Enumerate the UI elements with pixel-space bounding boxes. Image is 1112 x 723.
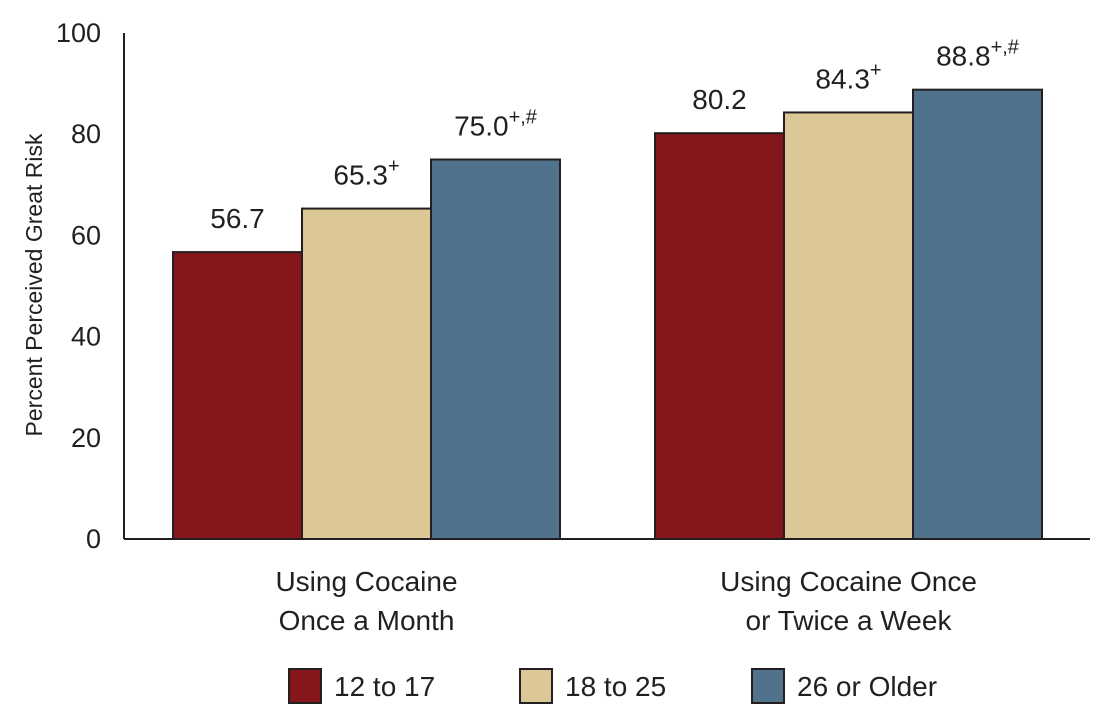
bar-value-label: 88.8+,# <box>936 37 1020 72</box>
legend-label: 26 or Older <box>797 671 937 702</box>
category-label: or Twice a Week <box>746 605 953 636</box>
y-tick-label: 20 <box>71 423 101 453</box>
y-tick-label: 0 <box>86 524 101 554</box>
category-label: Using Cocaine <box>275 566 457 597</box>
bar <box>172 251 303 541</box>
bar <box>301 207 432 540</box>
legend-label: 12 to 17 <box>334 671 435 702</box>
legend-label: 18 to 25 <box>565 671 666 702</box>
y-tick-label: 80 <box>71 119 101 149</box>
category-label: Once a Month <box>279 605 455 636</box>
category-label: Using Cocaine Once <box>720 566 977 597</box>
value-labels: 56.7 80.2 65.3+ 84.3+ 75.0+,# 88.8+,# <box>210 37 1020 234</box>
legend-swatch <box>751 668 785 704</box>
bar-value-label: 75.0+,# <box>454 107 538 142</box>
legend: 12 to 17 18 to 25 26 or Older <box>288 668 937 704</box>
bar-value-label: 56.7 <box>210 203 265 234</box>
bar <box>430 158 561 540</box>
y-tick-label: 100 <box>56 18 101 48</box>
bars <box>172 88 1043 541</box>
bar-value-label: 84.3+ <box>815 59 881 94</box>
y-tick-label: 60 <box>71 220 101 250</box>
bar <box>654 132 785 541</box>
y-axis-ticks: 0 20 40 60 80 100 <box>56 18 101 554</box>
legend-swatch <box>288 668 322 704</box>
bar-value-label: 80.2 <box>692 84 747 115</box>
bar-value-label: 65.3+ <box>333 156 399 191</box>
category-labels: Using Cocaine Once a Month Using Cocaine O… <box>275 566 976 636</box>
y-axis-title: Percent Perceived Great Risk <box>21 133 47 436</box>
bar <box>912 88 1043 540</box>
legend-swatch <box>519 668 553 704</box>
y-tick-label: 40 <box>71 322 101 352</box>
bar <box>783 111 914 541</box>
